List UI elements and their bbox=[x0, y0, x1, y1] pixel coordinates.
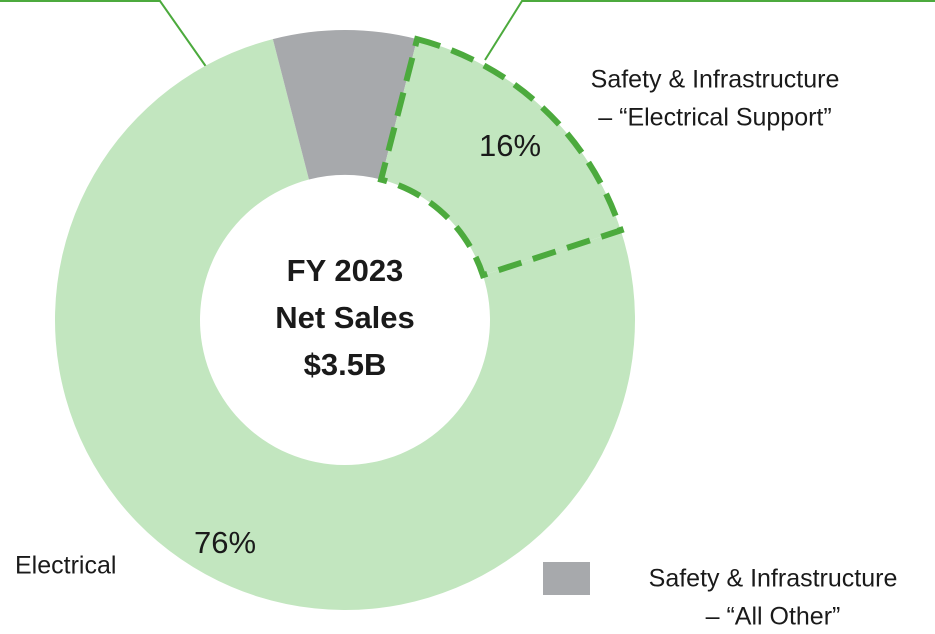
category-label: – “Electrical Support” bbox=[598, 104, 831, 132]
legend-swatch bbox=[543, 562, 590, 595]
category-label: Safety & Infrastructure bbox=[591, 66, 840, 94]
center-title: Net Sales bbox=[275, 300, 415, 335]
pie-slice bbox=[54, 39, 635, 610]
value-label: 16% bbox=[479, 128, 541, 163]
callout-line bbox=[484, 0, 935, 61]
highlight-outline bbox=[377, 35, 625, 279]
category-label: Safety & Infrastructure bbox=[649, 565, 898, 593]
pie-slice bbox=[381, 39, 621, 276]
category-label: Electrical bbox=[15, 552, 116, 580]
center-title: $3.5B bbox=[304, 347, 387, 382]
center-title: FY 2023 bbox=[287, 253, 404, 288]
callout-line bbox=[0, 0, 208, 69]
pie-slice bbox=[272, 30, 418, 180]
category-label: – “All Other” bbox=[706, 603, 841, 631]
value-label: 76% bbox=[194, 525, 256, 560]
